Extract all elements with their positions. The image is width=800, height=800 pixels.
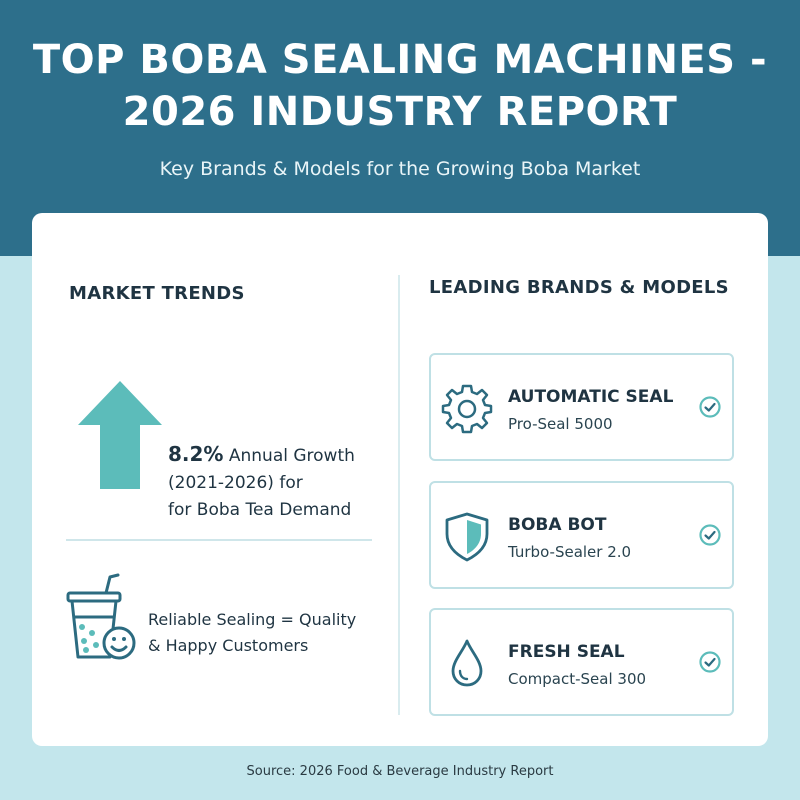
check-circle-icon — [699, 651, 721, 673]
title-line-1: TOP BOBA SEALING MACHINES - — [32, 37, 768, 83]
quality-line-2: & Happy Customers — [148, 636, 309, 655]
source-footnote: Source: 2026 Food & Beverage Industry Re… — [246, 764, 554, 779]
page-subtitle: Key Brands & Models for the Growing Boba… — [159, 158, 641, 180]
check-circle-icon — [699, 396, 721, 418]
check-circle-icon — [699, 524, 721, 546]
growth-line-1: 8.2% Annual Growth — [168, 441, 388, 470]
gear-icon — [441, 384, 493, 434]
column-divider — [398, 275, 400, 715]
boba-cup-smiley-icon — [66, 573, 136, 660]
growth-stat: 8.2% Annual Growth (2021-2026) for for B… — [168, 441, 388, 524]
market-trends-heading: MARKET TRENDS — [69, 283, 245, 304]
shield-icon — [445, 512, 489, 562]
quality-statement: Reliable Sealing = Quality & Happy Custo… — [148, 607, 378, 659]
up-arrow-icon — [78, 381, 162, 489]
title-line-2: 2026 INDUSTRY REPORT — [122, 89, 678, 135]
brand-name: AUTOMATIC SEAL — [508, 387, 674, 407]
growth-percent: 8.2% — [168, 442, 224, 466]
growth-line-3: for Boba Tea Demand — [168, 500, 352, 520]
water-drop-icon — [451, 639, 483, 687]
quality-line-1: Reliable Sealing = Quality — [148, 610, 357, 629]
report-card: MARKET TRENDS 8.2% Annual Growth (2021-2… — [32, 213, 768, 746]
growth-line-2: (2021-2026) for — [168, 473, 303, 493]
brand-model: Compact-Seal 300 — [508, 670, 647, 688]
brand-card-boba-bot: BOBA BOT Turbo-Sealer 2.0 — [429, 481, 734, 589]
trends-divider — [66, 539, 372, 541]
brand-name: FRESH SEAL — [508, 642, 625, 662]
brand-name: BOBA BOT — [508, 515, 607, 535]
brand-model: Pro-Seal 5000 — [508, 415, 613, 433]
brand-model: Turbo-Sealer 2.0 — [508, 543, 632, 561]
leading-brands-heading: LEADING BRANDS & MODELS — [429, 277, 729, 298]
page-title: TOP BOBA SEALING MACHINES - 2026 INDUSTR… — [0, 34, 800, 138]
brand-card-automatic-seal: AUTOMATIC SEAL Pro-Seal 5000 — [429, 353, 734, 461]
growth-label: Annual Growth — [223, 446, 355, 466]
brand-card-fresh-seal: FRESH SEAL Compact-Seal 300 — [429, 608, 734, 716]
